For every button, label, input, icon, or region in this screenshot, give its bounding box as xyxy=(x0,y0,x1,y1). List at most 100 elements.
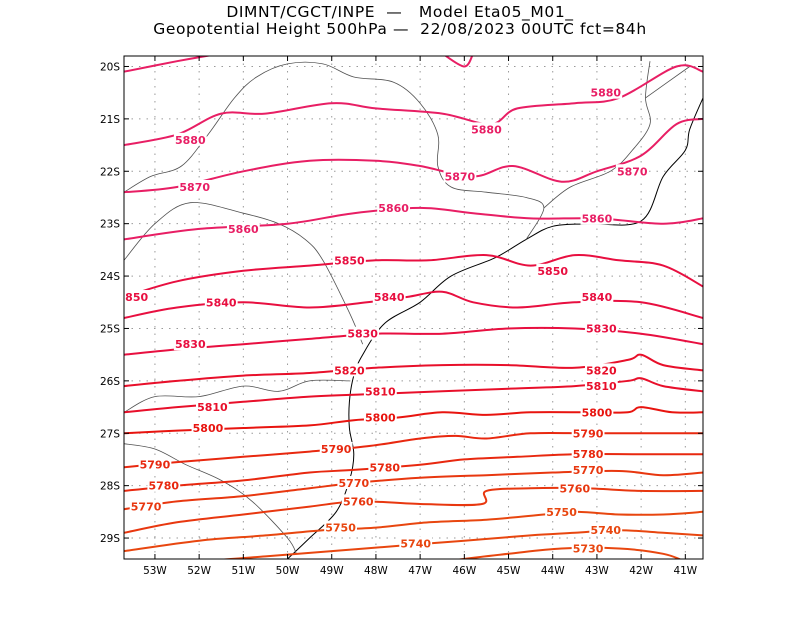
lat-tick-label: 21S xyxy=(100,114,120,126)
contour-label-bg xyxy=(571,447,605,461)
contour-label-5870: 5870 xyxy=(445,171,476,184)
title-line-1: DIMNT/CGCT/INPE — Model Eta05_M01_ xyxy=(226,3,574,21)
contour-label-bg xyxy=(346,326,380,340)
contour-label-5770: 5770 xyxy=(339,477,370,490)
contour-label-bg xyxy=(584,363,618,377)
contour-5730 xyxy=(455,546,682,559)
lat-tick-label: 27S xyxy=(100,428,120,440)
contour-label-bg xyxy=(173,132,207,146)
contour-label-bg xyxy=(124,290,150,304)
contour-label-5800: 5800 xyxy=(582,406,613,419)
plot-title: DIMNT/CGCT/INPE — Model Eta05_M01_ Geopo… xyxy=(0,4,800,38)
contour-label-5760: 5760 xyxy=(343,495,374,508)
plot-frame xyxy=(123,55,704,560)
contour-label-bg xyxy=(363,410,397,424)
contour-label-5750: 5750 xyxy=(546,506,577,519)
contour-label-5830: 5830 xyxy=(586,322,617,335)
contour-label-5740: 5740 xyxy=(590,524,621,537)
lat-tick-label: 22S xyxy=(100,166,120,178)
contour-5800 xyxy=(124,406,703,435)
lon-tick-label: 46W xyxy=(452,565,476,577)
contour-label-bg xyxy=(204,295,238,309)
contour-label-bg xyxy=(558,481,592,495)
contour-label-5810: 5810 xyxy=(586,380,617,393)
contour-label-bg xyxy=(580,211,614,225)
contour-label-bg xyxy=(226,221,260,235)
contour-label-bg xyxy=(333,253,366,267)
contour-label-5820: 5820 xyxy=(586,364,617,377)
lon-tick-label: 43W xyxy=(585,565,609,577)
lon-tick-label: 45W xyxy=(497,565,521,577)
lon-tick-label: 48W xyxy=(364,565,388,577)
contour-label-bg xyxy=(372,290,406,304)
contour-label-bg xyxy=(470,122,503,136)
lon-tick-label: 42W xyxy=(629,565,653,577)
contour-label-5840: 5840 xyxy=(206,296,237,309)
lon-tick-label: 53W xyxy=(143,565,167,577)
land-boundaries xyxy=(124,61,703,559)
contour-label-bg xyxy=(580,290,614,304)
contour-label-5730: 5730 xyxy=(573,543,604,556)
contour-label-bg xyxy=(191,421,225,435)
contour-label-bg xyxy=(443,169,477,183)
contour-5810 xyxy=(124,377,703,414)
contour-label-5860: 5860 xyxy=(582,212,613,225)
lat-tick-label: 23S xyxy=(100,219,120,231)
contour-label-5770: 5770 xyxy=(573,464,604,477)
contour-label-bg xyxy=(589,85,623,99)
state-boundary xyxy=(645,66,690,99)
axis-ticks: 20S 21S 22S 23S 24S 25S 26S 27S 28S 29S 53W 52W 51W 5… xyxy=(100,56,703,577)
contour-labels: 5880 5880 5880 5870 5870 5870 5860 5860 5860 5850… xyxy=(124,85,649,556)
contour-5740 xyxy=(217,529,703,559)
state-boundary xyxy=(124,61,545,240)
contour-label-5810: 5810 xyxy=(197,401,228,414)
contour-label-5840: 5840 xyxy=(374,291,405,304)
contour-label-bg xyxy=(589,523,623,537)
contour-label-bg xyxy=(615,164,649,178)
lon-tick-label: 47W xyxy=(408,565,432,577)
contour-label-bg xyxy=(571,426,605,440)
contour-label-bg xyxy=(341,494,375,508)
contour-label-5870: 5870 xyxy=(617,165,648,178)
title-line-2: Geopotential Height 500hPa — 22/08/2023 … xyxy=(153,20,647,38)
contour-label-bg xyxy=(571,462,605,476)
lat-tick-label: 28S xyxy=(100,481,120,493)
contour-label-bg xyxy=(147,478,181,492)
lat-tick-label: 26S xyxy=(100,376,120,388)
lat-tick-label: 29S xyxy=(100,533,120,545)
contour-label-5830: 5830 xyxy=(175,338,206,351)
contour-label-bg xyxy=(337,476,371,490)
contour-label-bg xyxy=(173,337,207,351)
contour-5860 xyxy=(124,206,703,241)
lat-tick-label: 25S xyxy=(100,323,120,335)
contour-label-5830: 5830 xyxy=(347,328,378,341)
contour-label-5880: 5880 xyxy=(590,87,621,100)
contour-label-5800: 5800 xyxy=(365,412,396,425)
contour-label-5860: 5860 xyxy=(228,223,259,236)
contour-label-5880: 5880 xyxy=(471,123,502,136)
coastline xyxy=(287,97,703,559)
contour-label-bg xyxy=(129,499,163,513)
lon-tick-label: 41W xyxy=(673,565,697,577)
contour-label-5770: 5770 xyxy=(131,501,162,514)
contour-label-bg xyxy=(584,321,618,335)
contour-label-bg xyxy=(580,405,614,419)
contour-label-5850: 5850 xyxy=(334,254,365,267)
contour-label-5790: 5790 xyxy=(573,427,604,440)
lat-tick-label: 24S xyxy=(100,271,120,283)
contour-label-5800: 5800 xyxy=(193,422,224,435)
lon-tick-label: 52W xyxy=(187,565,211,577)
state-boundary xyxy=(124,379,350,413)
contour-5820 xyxy=(124,353,703,388)
contour-label-5840: 5840 xyxy=(582,291,613,304)
contour-label-bg xyxy=(138,457,172,471)
contour-5850 xyxy=(124,253,703,298)
lat-tick-label: 20S xyxy=(100,61,120,73)
contour-5880 xyxy=(124,56,213,73)
contour-label-bg xyxy=(363,384,397,398)
contour-label-5860: 5860 xyxy=(378,202,409,215)
contour-label-bg xyxy=(324,520,357,534)
contour-label-5850: 5850 xyxy=(537,265,568,278)
contour-label-bg xyxy=(584,379,618,393)
